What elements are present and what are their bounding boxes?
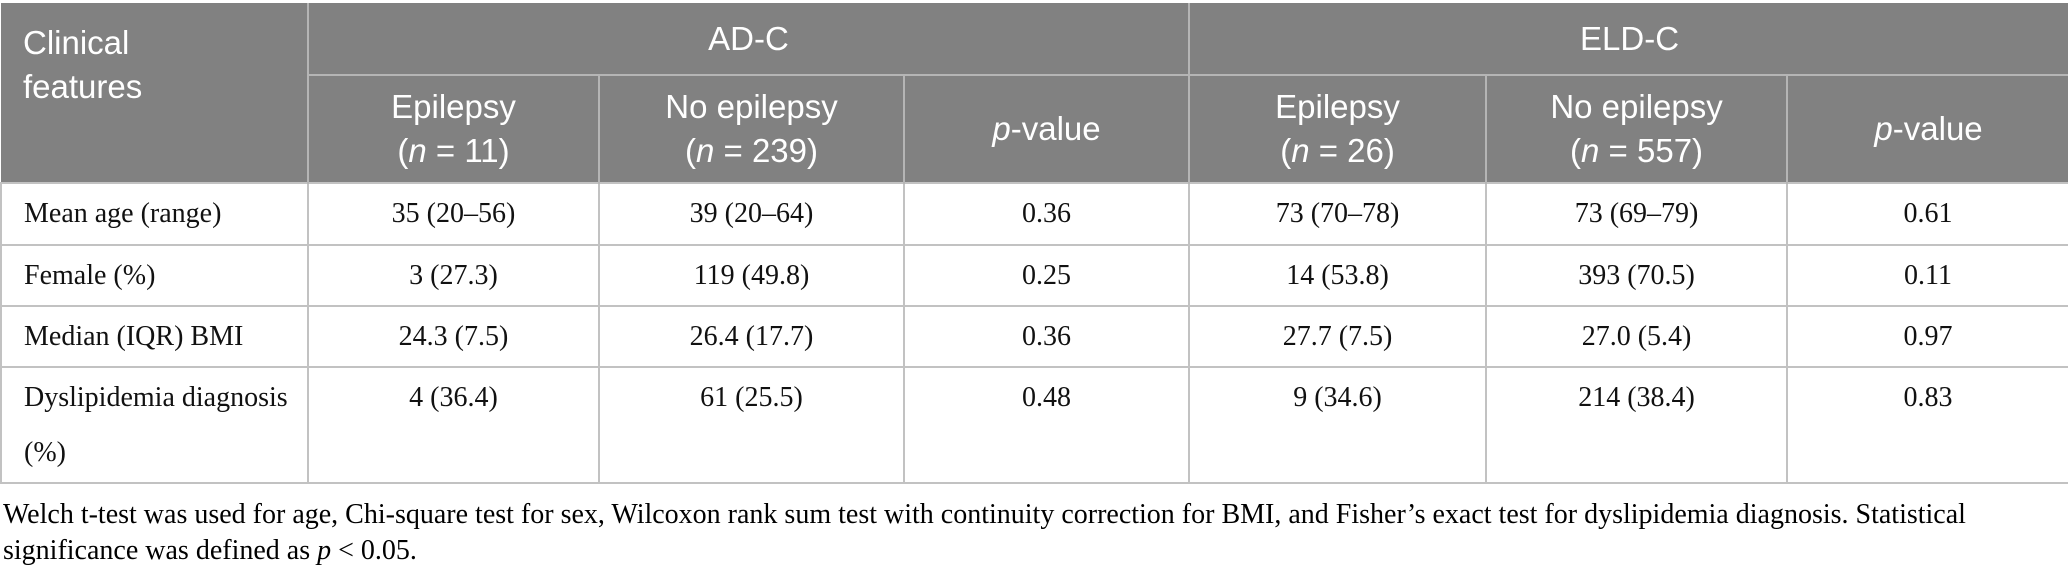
cell: 14 (53.8) xyxy=(1188,244,1488,307)
cell: 73 (69–79) xyxy=(1485,182,1789,246)
header-col-eldc-epilepsy: Epilepsy (n = 26) xyxy=(1188,74,1488,183)
table-header: Clinical features AD-C ELD-C Epilepsy (n… xyxy=(1,3,2068,183)
table-footnote: Welch t-test was used for age, Chi-squar… xyxy=(3,499,1966,566)
header-column-row: Epilepsy (n = 11) No epilepsy (n = 239) … xyxy=(1,74,2068,183)
cell: 35 (20–56) xyxy=(307,182,600,246)
cell: 61 (25.5) xyxy=(598,366,905,484)
cell: 0.61 xyxy=(1786,182,2068,246)
header-col-eldc-no-epilepsy: No epilepsy (n = 557) xyxy=(1485,74,1789,183)
cell: 393 (70.5) xyxy=(1485,244,1789,307)
table-body: Mean age (range) 35 (20–56) 39 (20–64) 0… xyxy=(0,182,2068,484)
row-label: Mean age (range) xyxy=(0,182,309,246)
table-row-bmi: Median (IQR) BMI 24.3 (7.5) 26.4 (17.7) … xyxy=(0,305,2068,368)
cell: 3 (27.3) xyxy=(307,244,600,307)
clinical-features-table: Clinical features AD-C ELD-C Epilepsy (n… xyxy=(0,3,2068,484)
row-label: Female (%) xyxy=(0,244,309,307)
row-label: Dyslipidemia diagnosis (%) xyxy=(0,366,309,484)
header-col-adc-pvalue: p-value xyxy=(902,74,1191,183)
table-row-mean-age: Mean age (range) 35 (20–56) 39 (20–64) 0… xyxy=(0,182,2068,246)
cell: 27.7 (7.5) xyxy=(1188,305,1488,368)
table-row-female: Female (%) 3 (27.3) 119 (49.8) 0.25 14 (… xyxy=(0,244,2068,307)
header-col-adc-epilepsy: Epilepsy (n = 11) xyxy=(308,74,600,183)
header-group-adc: AD-C xyxy=(306,3,1191,75)
cell: 0.25 xyxy=(902,244,1191,307)
cell: 0.48 xyxy=(902,366,1191,484)
cell: 39 (20–64) xyxy=(598,182,905,246)
cell: 0.97 xyxy=(1786,305,2068,368)
cell: 0.36 xyxy=(902,182,1191,246)
cell: 0.36 xyxy=(902,305,1191,368)
header-clinical-features: Clinical features xyxy=(1,3,309,183)
header-col-eldc-pvalue: p-value xyxy=(1786,74,2068,183)
cell: 4 (36.4) xyxy=(307,366,600,484)
cell: 119 (49.8) xyxy=(598,244,905,307)
header-group-row: Clinical features AD-C ELD-C xyxy=(1,3,2068,183)
cell: 27.0 (5.4) xyxy=(1485,305,1789,368)
header-clinical-features-label: Clinical features xyxy=(23,24,143,105)
cell: 0.11 xyxy=(1786,244,2068,307)
cell: 73 (70–78) xyxy=(1188,182,1488,246)
cell: 214 (38.4) xyxy=(1485,366,1789,484)
cell: 24.3 (7.5) xyxy=(307,305,600,368)
row-label: Median (IQR) BMI xyxy=(0,305,309,368)
cell: 26.4 (17.7) xyxy=(598,305,905,368)
cell: 0.83 xyxy=(1786,366,2068,484)
table-row-dyslipidemia: Dyslipidemia diagnosis (%) 4 (36.4) 61 (… xyxy=(0,366,2068,484)
cell: 9 (34.6) xyxy=(1188,366,1488,484)
header-group-eldc: ELD-C xyxy=(1188,3,2068,75)
header-col-adc-no-epilepsy: No epilepsy (n = 239) xyxy=(598,74,905,183)
